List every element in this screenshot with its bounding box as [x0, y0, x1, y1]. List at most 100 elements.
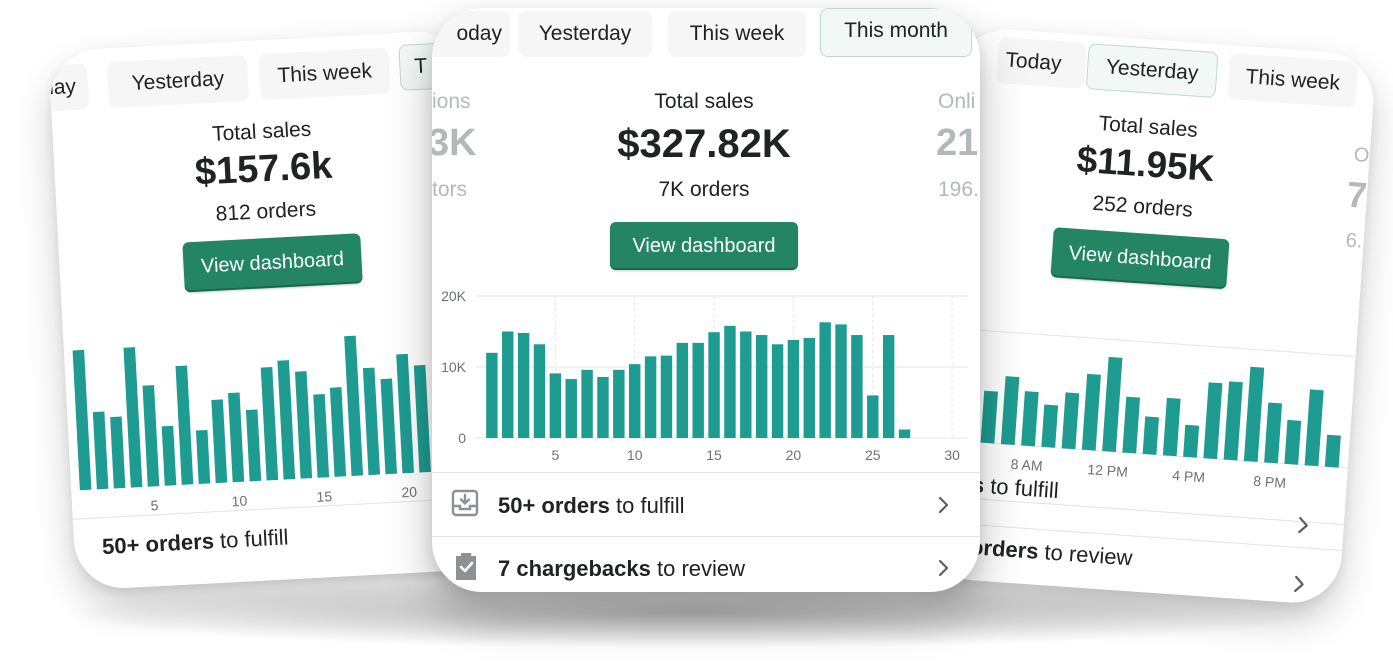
orders-to-fulfill-text: to fulfill	[213, 524, 290, 554]
x-tick-label: 15	[706, 447, 722, 463]
x-tick-label: 25	[865, 447, 881, 463]
chart-bar	[851, 335, 863, 438]
chart-bar	[1081, 373, 1101, 451]
chart-bar	[867, 395, 879, 438]
x-tick-label: 15	[316, 488, 333, 505]
chart-bar	[486, 352, 498, 438]
chart-bar	[502, 331, 514, 438]
chevron-right-icon[interactable]	[932, 557, 954, 579]
chevron-right-icon[interactable]	[1287, 572, 1310, 595]
tab-yesterday[interactable]: Yesterday	[106, 54, 250, 109]
tab-yesterday[interactable]: Yesterday	[1085, 43, 1219, 99]
inbox-download-icon	[451, 489, 479, 517]
chevron-right-icon[interactable]	[932, 494, 954, 516]
chart-bar	[1102, 356, 1123, 453]
view-dashboard-button[interactable]: View dashboard	[182, 233, 363, 293]
x-tick-label: 20	[401, 484, 418, 501]
online-store-value: 7	[1345, 173, 1369, 216]
chart-bar	[980, 390, 999, 444]
chart-bar	[803, 337, 816, 438]
chart-bar	[396, 353, 414, 474]
chargebacks-text: to review	[650, 556, 746, 581]
chart-bar	[613, 369, 625, 438]
online-store-label: Onli	[938, 90, 976, 113]
online-store-value: 21	[936, 122, 979, 164]
chart-bar	[628, 364, 641, 438]
orders-to-fulfill-count: 50+ orders	[101, 528, 215, 560]
chart-bar	[1324, 434, 1341, 468]
risk-orders-text: to review	[1037, 538, 1134, 571]
online-store-label: O	[1352, 143, 1371, 167]
tab-this-week[interactable]: This week	[668, 11, 806, 57]
chart-bar	[1122, 396, 1141, 454]
chart-bar	[72, 349, 92, 491]
orders-count: 7K orders	[658, 178, 750, 201]
chart-bar	[1304, 389, 1324, 467]
x-tick-label: 5	[551, 447, 559, 463]
x-tick-label: 20	[786, 447, 802, 463]
tab-today[interactable]: Today	[995, 36, 1087, 89]
chart-bar	[1203, 382, 1223, 460]
x-tick-label: 8 PM	[1253, 473, 1287, 491]
chart-bar	[835, 324, 847, 438]
chart-bar	[1243, 366, 1265, 462]
chart-bar	[660, 355, 673, 438]
orders-to-fulfill-row[interactable]: 50+ orders to fulfill	[102, 524, 290, 560]
divider	[432, 472, 980, 473]
divider	[432, 536, 980, 537]
orders-to-fulfill-count: 50+ orders	[498, 493, 610, 518]
visitors-label: tors	[432, 178, 468, 201]
chart-bar	[517, 332, 530, 438]
chart-bar	[1223, 381, 1243, 461]
center-sales-chart: 0 10K 20K 5 10 15 20 25 30	[441, 288, 968, 463]
chart-bar	[755, 335, 768, 438]
orders-to-fulfill-row[interactable]: 50+ orders to fulfill	[498, 493, 685, 519]
chart-bar	[676, 342, 689, 438]
left-sales-chart: 5 10 15 20	[72, 335, 448, 514]
chart-bar	[313, 394, 330, 478]
chart-bar	[724, 325, 736, 438]
x-tick-label: 10	[231, 493, 248, 510]
chevron-right-icon[interactable]	[1291, 513, 1314, 536]
tab-this-week[interactable]: This week	[1227, 53, 1359, 108]
chart-bar	[581, 369, 593, 438]
center-sales-card: oday Yesterday This week This month ions…	[432, 8, 980, 592]
chart-bar	[92, 411, 109, 490]
chart-bar	[1264, 402, 1283, 464]
sessions-label: ions	[432, 90, 471, 113]
orders-to-fulfill-text: to fulfill	[983, 472, 1060, 504]
chart-bar	[597, 376, 609, 438]
x-tick-label: 30	[944, 447, 960, 463]
view-dashboard-button[interactable]: View dashboard	[610, 222, 798, 270]
chart-bar	[771, 344, 784, 438]
x-tick-label: 12 PM	[1087, 461, 1128, 480]
chart-bar	[277, 360, 296, 480]
chart-bar	[1183, 424, 1200, 458]
chart-bar	[1041, 404, 1059, 448]
chart-bar	[344, 335, 364, 477]
tab-today[interactable]: day	[48, 63, 90, 113]
left-sales-card: day Yesterday This week T Total sales $1…	[48, 29, 494, 591]
chart-bar	[565, 379, 577, 438]
chart-bar	[123, 347, 143, 488]
chart-bar	[708, 332, 720, 438]
x-tick-label: 10	[627, 447, 643, 463]
tab-yesterday[interactable]: Yesterday	[518, 11, 652, 57]
chart-bar	[898, 429, 911, 438]
chart-bar	[787, 340, 800, 438]
chart-bar	[1142, 416, 1160, 455]
chart-bar	[175, 365, 194, 485]
tab-this-week[interactable]: This week	[258, 47, 391, 101]
view-dashboard-button[interactable]: View dashboard	[1050, 227, 1230, 290]
chart-bar	[1000, 376, 1020, 445]
chart-bar	[1162, 397, 1181, 457]
tab-today[interactable]: oday	[432, 11, 510, 57]
tab-this-month[interactable]: This month	[820, 8, 972, 57]
y-tick-label: 10K	[441, 359, 467, 375]
chart-bar	[1284, 419, 1302, 465]
chargebacks-row[interactable]: 7 chargebacks to review	[498, 556, 745, 582]
clipboard-check-icon	[456, 553, 476, 580]
divider	[926, 494, 1344, 526]
chart-bar	[692, 342, 704, 438]
